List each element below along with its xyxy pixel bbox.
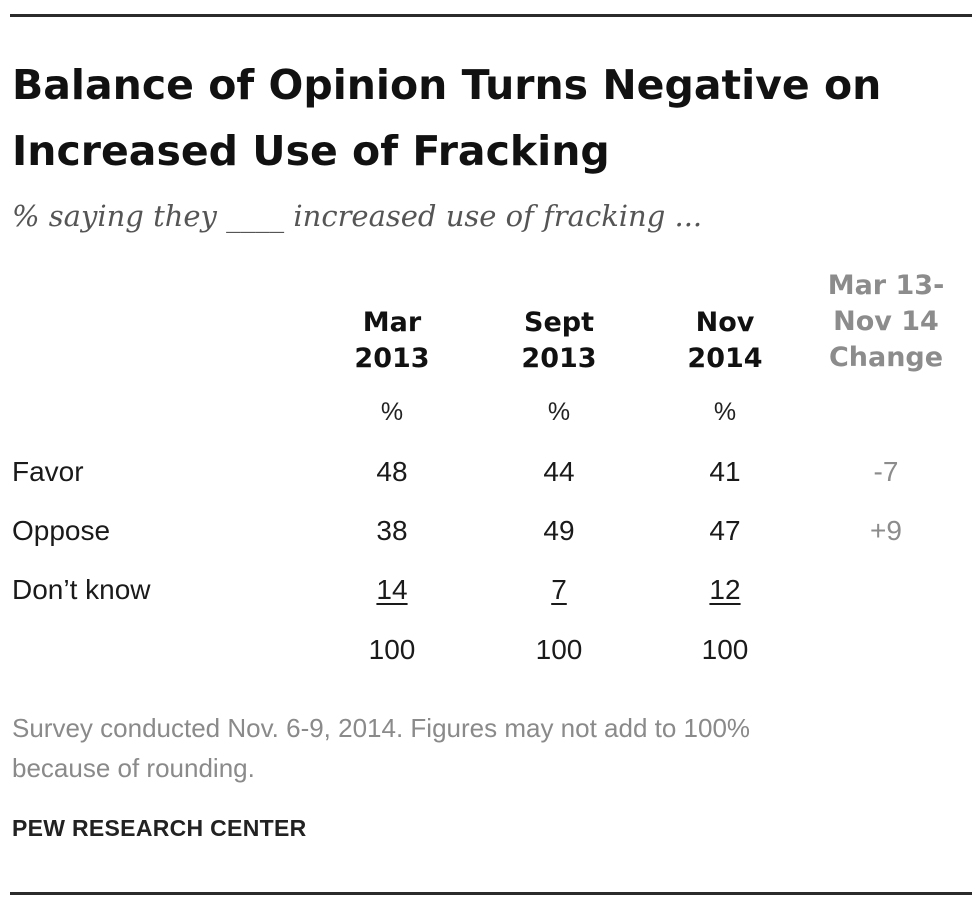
cell-dont-know-sept-2013: 7 — [479, 572, 639, 608]
cell-value: 7 — [551, 574, 567, 605]
row-label-dont-know: Don’t know — [12, 574, 151, 605]
cell-oppose-mar-2013: 38 — [376, 515, 408, 546]
cell-favor-change: -7 — [873, 456, 899, 487]
unit-label-nov-2014: % — [713, 398, 737, 426]
chart-title-line-2: Increased Use of Fracking — [12, 127, 610, 175]
total-mar-2013: 100 — [368, 634, 416, 665]
cell-dont-know-mar-2013: 14 — [312, 572, 472, 608]
cell-value: 12 — [709, 574, 741, 605]
cell-dont-know-nov-2014: 12 — [645, 572, 805, 608]
column-header-line: Mar — [362, 307, 422, 338]
column-header-sept-2013: Sept 2013 — [479, 305, 639, 377]
column-header-line: 2013 — [521, 343, 597, 374]
column-header-line: Nov — [695, 307, 755, 338]
cell-value: 14 — [376, 574, 408, 605]
survey-note-line-2: because of rounding. — [12, 753, 255, 783]
cell-oppose-change: +9 — [870, 515, 902, 546]
unit-label-sept-2013: % — [547, 398, 571, 426]
column-header-line: 2013 — [354, 343, 430, 374]
cell-oppose-sept-2013: 49 — [543, 515, 575, 546]
top-rule — [10, 14, 972, 17]
chart-title-line-1: Balance of Opinion Turns Negative on — [12, 61, 882, 109]
row-label-oppose: Oppose — [12, 515, 111, 546]
cell-favor-sept-2013: 44 — [543, 456, 575, 487]
total-nov-2014: 100 — [701, 634, 749, 665]
bottom-rule — [10, 892, 972, 895]
column-header-change: Mar 13- Nov 14 Change — [806, 268, 966, 376]
cell-favor-mar-2013: 48 — [376, 456, 408, 487]
chart-subtitle: % saying they ____ increased use of frac… — [12, 199, 703, 233]
survey-note: Survey conducted Nov. 6-9, 2014. Figures… — [12, 708, 962, 788]
cell-favor-nov-2014: 41 — [709, 456, 741, 487]
source-credit: PEW RESEARCH CENTER — [12, 815, 307, 841]
column-header-line: Nov 14 — [833, 306, 939, 337]
column-header-line: 2014 — [687, 343, 763, 374]
cell-oppose-nov-2014: 47 — [709, 515, 741, 546]
column-header-line: Mar 13- — [827, 270, 945, 301]
column-header-nov-2014: Nov 2014 — [645, 305, 805, 377]
column-header-mar-2013: Mar 2013 — [312, 305, 472, 377]
column-header-line: Sept — [524, 307, 594, 338]
survey-note-line-1: Survey conducted Nov. 6-9, 2014. Figures… — [12, 713, 751, 743]
total-sept-2013: 100 — [535, 634, 583, 665]
chart-title: Balance of Opinion Turns Negative on Inc… — [12, 52, 962, 184]
row-label-favor: Favor — [12, 456, 84, 487]
column-header-line: Change — [828, 342, 944, 373]
unit-label-mar-2013: % — [380, 398, 404, 426]
